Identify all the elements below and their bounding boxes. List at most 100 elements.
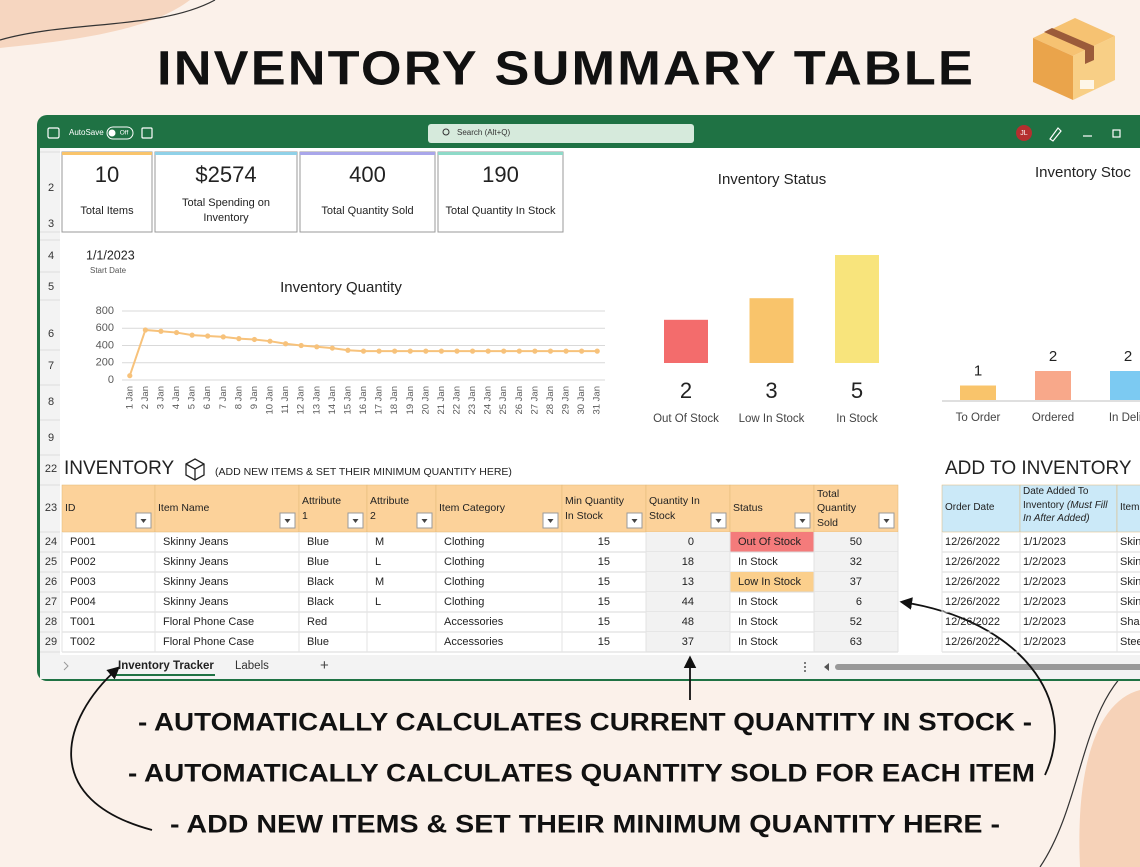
table-cell: Accessories (444, 616, 504, 628)
section-title: ADD TO INVENTORY (945, 458, 1132, 479)
search-box[interactable] (428, 124, 694, 143)
table-cell: 63 (850, 636, 862, 648)
kpi-accent (438, 152, 563, 155)
row-number: 26 (45, 576, 57, 588)
x-tick-label: 16 Jan (358, 386, 369, 415)
header-text-box: Attribute 1 (302, 495, 341, 521)
line-marker (438, 348, 445, 354)
section-note: (ADD NEW ITEMS & SET THEIR MINIMUM QUANT… (215, 466, 512, 478)
header-cell (1116, 484, 1140, 533)
table-cell: 12/26/2022 (945, 536, 1000, 548)
table-cell: Low In Stock (738, 576, 801, 588)
kpi-value: 400 (349, 162, 386, 187)
header-text: Attribute 2 (370, 495, 410, 522)
table-cell: Blue (307, 636, 329, 648)
x-tick-label: 7 Jan (218, 386, 229, 409)
row-number: 6 (48, 328, 54, 340)
row-number: 27 (45, 596, 57, 608)
x-tick-label: 12 Jan (296, 386, 307, 415)
table-cell: 48 (682, 616, 694, 628)
bar-category-label: In Deliv (1109, 412, 1140, 424)
table-cell: Floral Phone Case (163, 636, 254, 648)
filter-arrow (631, 519, 638, 523)
cube-icon (185, 458, 205, 481)
table-cell: 15 (598, 556, 610, 568)
line-marker (173, 329, 180, 336)
sheet-tab[interactable]: Labels (235, 660, 269, 672)
line-marker (423, 348, 429, 354)
x-tick-label: 9 Jan (249, 386, 260, 409)
kpi-card (437, 151, 564, 233)
y-tick-label: 400 (96, 339, 114, 351)
x-tick-label: 24 Jan (483, 386, 494, 415)
table-cell: T001 (70, 616, 95, 628)
kpi-card (154, 151, 298, 233)
table-cell: Blue (307, 556, 329, 568)
bar-value-label: 2 (1049, 348, 1057, 365)
filter-arrow (284, 519, 291, 523)
line-marker (594, 348, 600, 354)
line-marker (267, 338, 273, 344)
table-cell: Skinny Jeans (163, 536, 229, 548)
table-cell: 6 (856, 596, 862, 608)
bar (960, 385, 996, 400)
header-text-box: Item (1120, 502, 1139, 513)
blob (1079, 690, 1140, 867)
table-cell: 15 (598, 596, 610, 608)
swoosh (0, 0, 216, 41)
x-tick-label: 25 Jan (498, 386, 509, 415)
bar (749, 298, 794, 363)
x-tick-label: 3 Jan (155, 386, 166, 409)
x-tick-label: 21 Jan (436, 386, 447, 415)
bar (1035, 371, 1071, 400)
x-tick-label: 29 Jan (561, 386, 572, 415)
bar-value-label: 3 (765, 378, 777, 403)
line-marker (236, 336, 242, 342)
row-number: 9 (48, 432, 54, 444)
line-marker (501, 348, 507, 354)
x-tick-label: 31 Jan (592, 386, 603, 415)
table-cell: 12/26/2022 (945, 596, 1000, 608)
kpi-label: Total Spending on Inventory (181, 197, 271, 224)
line-marker (158, 328, 164, 334)
x-tick-label: 22 Jan (451, 386, 462, 415)
bar-value-label: 1 (974, 362, 982, 379)
kpi-value: $2574 (195, 162, 256, 187)
table-cell: Stee (1120, 636, 1140, 648)
kpi-label: Total Items (80, 204, 134, 217)
shaded-cell (646, 552, 730, 572)
sheet-tab[interactable]: Inventory Tracker (118, 660, 214, 672)
header-text: ID (65, 502, 76, 515)
y-tick-label: 600 (96, 322, 114, 334)
line-marker (376, 348, 382, 354)
line-marker (298, 342, 304, 349)
row-header-column (40, 148, 60, 655)
table-cell: P003 (70, 576, 96, 588)
autosave-label: AutoSave (69, 128, 104, 137)
table-cell: Clothing (444, 596, 484, 608)
line-marker (563, 348, 569, 354)
x-tick-label: 2 Jan (140, 386, 151, 409)
row-number: 5 (48, 281, 54, 293)
header-text-box: Total Quantity Sold (817, 488, 856, 528)
kpi-label-box: Total Items (80, 204, 134, 217)
table-cell: L (375, 596, 381, 608)
box-icon (1033, 18, 1115, 100)
table-cell: Skinny Jeans (163, 596, 229, 608)
shaded-cell (814, 592, 898, 612)
x-tick-label: 30 Jan (576, 386, 587, 415)
caption: - AUTOMATICALLY CALCULATES QUANTITY SOLD… (128, 760, 1035, 788)
table-cell: 32 (850, 556, 862, 568)
shaded-cell (814, 612, 898, 632)
x-tick-label: 11 Jan (280, 386, 291, 414)
line-marker (360, 348, 367, 354)
table-cell: 15 (598, 536, 610, 548)
sheet-tab[interactable]: + (320, 657, 329, 674)
row-number: 29 (45, 636, 57, 648)
row-number: 2 (48, 182, 54, 194)
table-cell: Shar (1120, 616, 1140, 628)
bar-category-label: In Stock (836, 413, 878, 425)
header-text: Item Name (158, 502, 210, 515)
table-cell: 15 (598, 636, 610, 648)
